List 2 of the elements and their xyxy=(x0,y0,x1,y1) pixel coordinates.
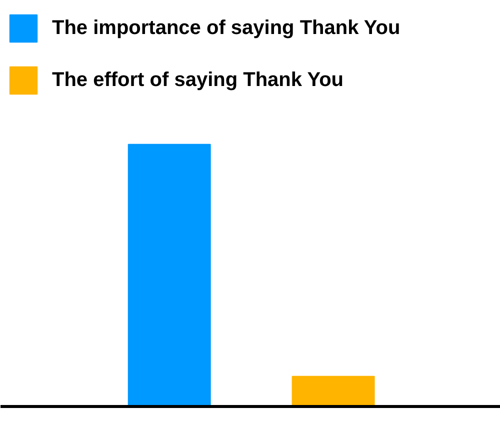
legend-label: The importance of saying Thank You xyxy=(52,16,400,40)
legend-label: The effort of saying Thank You xyxy=(52,68,344,92)
